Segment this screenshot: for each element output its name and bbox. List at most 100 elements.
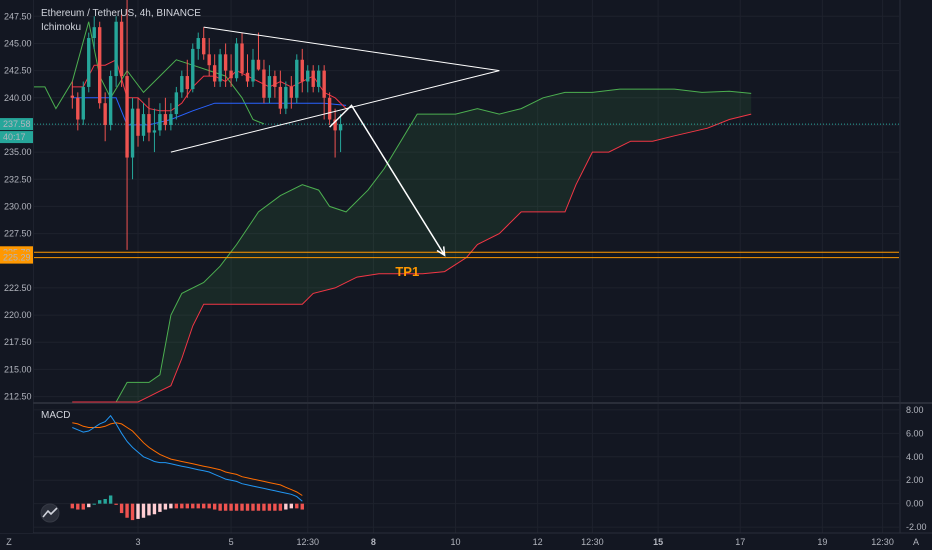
macd-histogram-bar [300, 503, 304, 510]
candle-body [81, 86, 85, 120]
triangle-upper-line [203, 26, 500, 72]
macd-histogram-bar [141, 503, 146, 518]
candle-body [333, 119, 337, 131]
time-axis-label: 15 [653, 537, 663, 547]
ichimoku-cloud [72, 89, 752, 402]
macd-histogram-bar [284, 503, 288, 510]
macd-histogram-bar [234, 503, 239, 511]
price-axis-label: 240.00 [4, 93, 32, 103]
time-axis-label: 12:30 [296, 537, 319, 547]
time-axis-label: 19 [817, 537, 827, 547]
time-axis-label: 12 [533, 537, 543, 547]
candle-body [316, 70, 321, 87]
macd-histogram-bar [240, 503, 244, 511]
time-axis-label: 3 [136, 537, 141, 547]
macd-histogram-bar [125, 503, 129, 518]
macd-histogram-bar [119, 503, 124, 514]
price-axis-label: 232.50 [4, 174, 32, 184]
macd-label[interactable]: MACD [41, 410, 71, 421]
macd-histogram-bar [229, 503, 233, 511]
candle-body [169, 114, 173, 125]
macd-histogram-bar [223, 503, 228, 511]
candle-body [152, 130, 157, 133]
candle-body [218, 54, 222, 82]
senkou-span-b-line [72, 113, 752, 403]
macd-axis-label: 2.00 [906, 475, 924, 485]
candle-body [289, 86, 294, 98]
candle-body [163, 114, 168, 125]
candle-body [262, 69, 266, 98]
price-axis-label: 242.50 [4, 66, 32, 76]
macd-histogram-bar [158, 503, 162, 512]
candle-body [278, 86, 283, 109]
candle-body [338, 124, 343, 131]
macd-histogram-bar [256, 503, 261, 511]
countdown-tag: 40:17 [3, 132, 26, 142]
current-price-tag: 237.58 [3, 119, 31, 129]
kijun-sen-line [72, 97, 347, 126]
macd-histogram-bar [218, 503, 222, 511]
macd-histogram-bar [76, 503, 80, 510]
macd-histogram-bar [212, 503, 217, 510]
candle-body [327, 97, 332, 120]
candle-body [136, 108, 140, 136]
macd-histogram-bar [81, 503, 85, 510]
candle-body [212, 65, 217, 82]
chart-title: Ethereum / TetherUS, 4h, BINANCE [41, 8, 201, 19]
macd-histogram-bar [267, 503, 272, 511]
candle-body [196, 38, 200, 49]
macd-histogram-bar [147, 503, 151, 516]
macd-histogram-bar [152, 503, 157, 515]
candle-body [267, 76, 272, 98]
macd-histogram-bar [92, 503, 96, 505]
candle-body [322, 70, 326, 98]
macd-histogram-bar [136, 503, 140, 519]
macd-histogram-bar [70, 503, 75, 509]
projection-arrowhead-icon [436, 246, 446, 257]
candle-body [234, 43, 239, 79]
candle-body [92, 27, 96, 39]
candle-body [108, 76, 113, 125]
candle-body [130, 108, 135, 158]
candle-body [103, 103, 107, 125]
macd-histogram-bar [103, 498, 107, 504]
auto-scale-toggle: A [913, 537, 919, 547]
candle-body [97, 27, 102, 104]
price-axis-label: 235.00 [4, 147, 32, 157]
price-axis-label: 220.00 [4, 310, 32, 320]
tenkan-sen-line [72, 59, 347, 112]
price-axis-label: 227.50 [4, 229, 32, 239]
countdown-tag-bg [0, 131, 33, 144]
macd-histogram-bar [289, 503, 294, 509]
candle-body [284, 86, 288, 109]
tradingview-logo-icon[interactable] [38, 503, 62, 523]
triangle-lower-line [170, 70, 500, 153]
macd-histogram-bar [180, 503, 184, 509]
indicator-label[interactable]: Ichimoku [41, 22, 82, 33]
macd-histogram-bar [191, 503, 195, 509]
macd-axis-label: -2.00 [906, 522, 927, 532]
candle-body [251, 59, 255, 82]
time-axis-label: 17 [735, 537, 745, 547]
level-low-tag-bg [0, 251, 33, 264]
left-axis-bg [0, 0, 33, 533]
macd-histogram-bar [273, 503, 277, 511]
time-axis-label: 12:30 [871, 537, 894, 547]
price-axis-label: 230.00 [4, 201, 32, 211]
candle-body [158, 114, 162, 131]
candle-body [202, 38, 206, 55]
candle-body [87, 38, 91, 87]
candle-body [273, 76, 277, 87]
projection-path [329, 104, 446, 256]
macd-axis-label: 4.00 [906, 452, 924, 462]
macd-histogram-bar [251, 503, 255, 511]
candle-body [229, 70, 233, 79]
candle-body [174, 92, 179, 115]
macd-histogram-bar [185, 503, 189, 509]
candle-body [114, 21, 118, 77]
macd-line [72, 414, 303, 502]
time-axis-label: 10 [451, 537, 461, 547]
macd-axis-label: 8.00 [906, 405, 924, 415]
macd-histogram-bar [163, 503, 168, 510]
